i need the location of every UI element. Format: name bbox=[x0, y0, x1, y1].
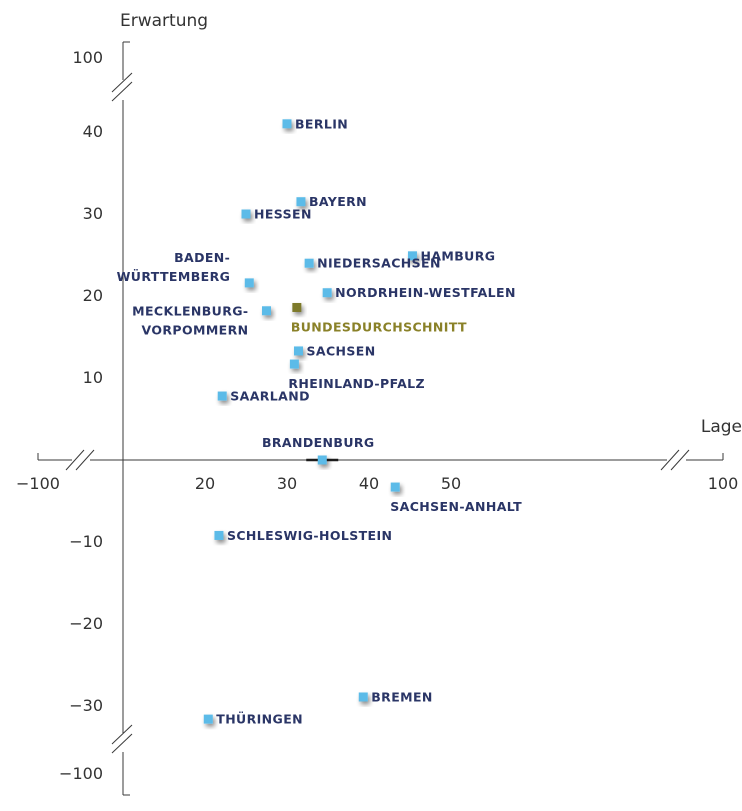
x-tick-label: −100 bbox=[16, 474, 60, 493]
data-point: HAMBURG bbox=[407, 248, 495, 263]
point-marker bbox=[289, 359, 299, 369]
y-tick-label: 10 bbox=[83, 368, 103, 387]
point-label: BRANDENBURG bbox=[262, 435, 375, 450]
data-point: BADEN-WÜRTTEMBERG bbox=[117, 250, 254, 288]
data-point: BERLIN bbox=[282, 116, 348, 131]
data-point: THÜRINGEN bbox=[203, 712, 303, 727]
point-label: SCHLESWIG-HOLSTEIN bbox=[227, 528, 392, 543]
y-tick-label: −100 bbox=[59, 764, 103, 783]
data-point: SACHSEN bbox=[293, 343, 375, 358]
point-label: NIEDERSACHSEN bbox=[317, 256, 441, 271]
point-label: BADEN-WÜRTTEMBERG bbox=[117, 250, 231, 284]
point-label: HAMBURG bbox=[420, 248, 495, 263]
y-tick-label: 30 bbox=[83, 204, 103, 223]
y-tick-label: −20 bbox=[69, 614, 103, 633]
x-tick-label: 30 bbox=[277, 474, 297, 493]
y-tick-label: −10 bbox=[69, 532, 103, 551]
point-label: BUNDESDURCHSCHNITT bbox=[291, 319, 467, 334]
point-marker bbox=[407, 251, 417, 261]
point-marker bbox=[214, 530, 224, 540]
point-marker bbox=[322, 288, 332, 298]
point-label: RHEINLAND-PFALZ bbox=[288, 376, 425, 391]
data-point: SACHSEN-ANHALT bbox=[390, 482, 522, 514]
point-label: BREMEN bbox=[371, 689, 433, 704]
point-marker bbox=[241, 209, 251, 219]
data-point: BREMEN bbox=[358, 689, 433, 704]
point-label: SACHSEN-ANHALT bbox=[390, 499, 522, 514]
data-point: MECKLENBURG-VORPOMMERN bbox=[132, 303, 271, 337]
data-point: BUNDESDURCHSCHNITT bbox=[291, 302, 467, 334]
point-marker bbox=[217, 391, 227, 401]
data-point: BAYERN bbox=[296, 194, 367, 209]
x-tick-label: 40 bbox=[359, 474, 379, 493]
point-label: NORDRHEIN-WESTFALEN bbox=[335, 285, 516, 300]
data-point: NORDRHEIN-WESTFALEN bbox=[322, 285, 516, 300]
point-marker bbox=[390, 482, 400, 492]
data-point: SCHLESWIG-HOLSTEIN bbox=[214, 528, 392, 543]
axis-ticks: −100 20 30 40 50 100 100 40 30 20 10 −10 −20 −30 −100 bbox=[16, 48, 738, 783]
y-tick-label: 40 bbox=[83, 122, 103, 141]
x-tick-label: 50 bbox=[441, 474, 461, 493]
point-label: BERLIN bbox=[295, 116, 348, 131]
point-label: SAARLAND bbox=[230, 389, 310, 404]
point-marker bbox=[293, 346, 303, 356]
data-point: NIEDERSACHSEN bbox=[304, 256, 441, 271]
data-point: RHEINLAND-PFALZ bbox=[288, 359, 425, 391]
point-label: SACHSEN bbox=[306, 343, 375, 358]
x-axis-title: Lage bbox=[701, 417, 742, 437]
x-tick-label: 20 bbox=[195, 474, 215, 493]
x-axis-break-left bbox=[65, 449, 95, 471]
point-marker bbox=[244, 278, 254, 288]
data-point: BRANDENBURG bbox=[262, 435, 375, 465]
point-marker bbox=[296, 197, 306, 207]
average-marker bbox=[292, 302, 302, 312]
point-label: THÜRINGEN bbox=[216, 712, 303, 727]
data-point: HESSEN bbox=[241, 207, 312, 222]
y-tick-label: 20 bbox=[83, 286, 103, 305]
point-label: BAYERN bbox=[309, 194, 367, 209]
data-point: SAARLAND bbox=[217, 389, 310, 404]
point-marker bbox=[304, 258, 314, 268]
y-tick-label: 100 bbox=[72, 48, 103, 67]
x-tick-label: 100 bbox=[708, 474, 739, 493]
y-axis-title: Erwartung bbox=[120, 11, 208, 31]
point-marker bbox=[203, 714, 213, 724]
point-marker bbox=[358, 692, 368, 702]
y-axis-break-top bbox=[111, 72, 133, 102]
point-label: HESSEN bbox=[254, 207, 312, 222]
point-marker bbox=[262, 306, 271, 316]
point-marker bbox=[282, 119, 292, 129]
point-label: MECKLENBURG-VORPOMMERN bbox=[132, 303, 248, 337]
point-marker bbox=[317, 455, 327, 465]
y-tick-label: −30 bbox=[69, 696, 103, 715]
x-axis-break-right bbox=[660, 449, 690, 471]
y-axis-break-bottom bbox=[111, 724, 133, 754]
